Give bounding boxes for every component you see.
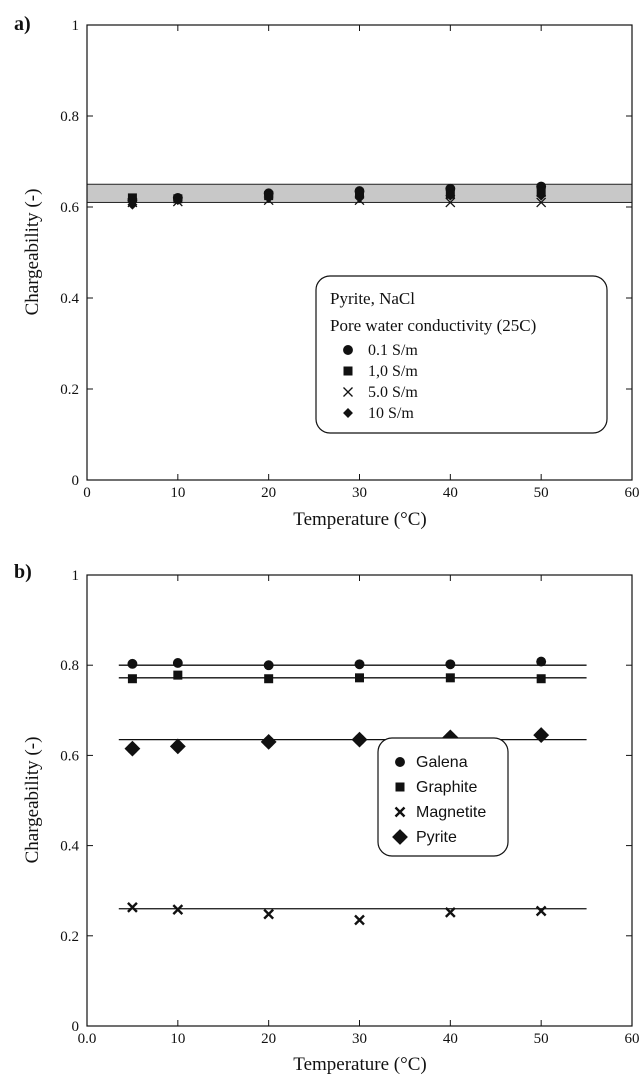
panel-b-point-graphite xyxy=(355,673,364,683)
panel-a-legend-marker-10-s-m xyxy=(343,408,353,418)
panel-b-point-galena xyxy=(536,656,547,667)
y-tick-label: 0.8 xyxy=(60,658,79,674)
panel-b-legend: Galena Graphite Magnetite Pyrite xyxy=(377,737,509,857)
panel-b-legend-label-magnetite: Magnetite xyxy=(416,804,486,821)
panel-b-label: b) xyxy=(14,561,32,583)
x-tick-label: 40 xyxy=(443,1031,458,1047)
panel-a-legend-title-2: Pore water conductivity (25C) xyxy=(330,316,536,335)
panel-b-points xyxy=(124,656,550,926)
panel-b-point-pyrite xyxy=(351,731,368,748)
panel-a-point-10-s-m xyxy=(263,192,274,203)
panel-a-point-10-s-m xyxy=(445,190,456,201)
x-tick-label: 20 xyxy=(261,1031,276,1047)
panel-b-legend-label-graphite: Graphite xyxy=(416,779,477,796)
panel-a-legend-label-5-0-s-m: 5.0 S/m xyxy=(368,384,418,401)
panel-a-point-10-s-m xyxy=(172,195,183,206)
panel-b-point-graphite xyxy=(264,674,274,684)
panel-b-legend-label-galena: Galena xyxy=(416,754,468,771)
panel-b-x-axis-label: Temperature (°C) xyxy=(293,1054,426,1075)
panel-a-y-axis-label: Chargeability (-) xyxy=(22,189,43,316)
panel-a-legend-marker-5-0-s-m xyxy=(343,387,353,397)
panel-b-ticks: 0.0 10 20 30 40 50 60 0 0.2 0.4 0.6 0.8 1 xyxy=(60,568,639,1047)
panel-a-label: a) xyxy=(14,13,31,35)
panel-a-legend-box xyxy=(315,275,608,434)
panel-b-y-axis-label: Chargeability (-) xyxy=(22,737,43,864)
panel-b-point-magnetite xyxy=(127,902,138,913)
panel-b-point-magnetite xyxy=(172,904,184,915)
panel-b-point-pyrite xyxy=(533,727,550,744)
panel-b-point-graphite xyxy=(173,670,183,680)
panel-b-point-magnetite xyxy=(263,908,275,920)
panel-a-legend-title-1: Pyrite, NaCl xyxy=(330,289,415,308)
y-tick-label: 0.6 xyxy=(60,200,79,216)
panel-b-point-galena xyxy=(172,657,183,668)
panel-a-point-5-0-s-m xyxy=(536,197,547,208)
panel-a-legend-label-0-1-s-m: 0.1 S/m xyxy=(368,342,418,359)
panel-a-point-10-s-m xyxy=(354,192,365,203)
panel-b-legend-label-pyrite: Pyrite xyxy=(416,829,457,846)
panel-a-legend-entries: 0.1 S/m 1,0 S/m 5.0 S/m 10 S/m xyxy=(343,342,418,422)
panel-a-legend-label-1-0-s-m: 1,0 S/m xyxy=(368,363,418,380)
panel-b-point-magnetite xyxy=(354,914,365,926)
panel-b-point-galena xyxy=(354,659,365,670)
panel-a-point-10-s-m xyxy=(536,190,547,201)
panel-b-legend-marker-galena xyxy=(395,757,405,767)
x-tick-label: 10 xyxy=(170,1031,185,1047)
panel-a: a) 0 10 20 30 40 50 60 0 0.2 0.4 0.6 0.8 1 Temperatu… xyxy=(14,13,640,530)
x-tick-label: 30 xyxy=(352,1031,367,1047)
panel-a-x-axis-label: Temperature (°C) xyxy=(293,509,426,530)
x-tick-label: 30 xyxy=(352,485,367,501)
panel-b-legend-marker-pyrite xyxy=(392,829,408,845)
x-tick-label: 60 xyxy=(625,485,640,501)
panel-b-point-pyrite xyxy=(260,733,277,750)
y-tick-label: 0.6 xyxy=(60,748,79,764)
panel-b-point-graphite xyxy=(127,674,137,684)
y-tick-label: 0.2 xyxy=(60,929,79,945)
panel-b-point-graphite xyxy=(445,673,455,683)
panel-b-point-galena xyxy=(263,660,274,671)
panel-b-point-pyrite xyxy=(124,740,141,757)
y-tick-label: 1 xyxy=(72,18,80,34)
y-tick-label: 0 xyxy=(72,1019,80,1035)
y-tick-label: 1 xyxy=(72,568,80,584)
panel-b-plot-frame xyxy=(86,574,633,1027)
y-tick-label: 0.4 xyxy=(60,839,79,855)
panel-b-legend-marker-graphite xyxy=(395,782,405,792)
panel-b-point-magnetite xyxy=(444,906,456,918)
x-tick-label: 20 xyxy=(261,485,276,501)
x-tick-label: 0 xyxy=(83,485,91,501)
panel-b-legend-box xyxy=(377,737,509,857)
panel-b: b) 0.0 10 20 30 40 50 60 0 0.2 0.4 0.6 0.8 1 Tempera… xyxy=(14,561,640,1075)
x-tick-label: 50 xyxy=(534,1031,549,1047)
panel-b-point-graphite xyxy=(536,674,546,684)
panel-a-legend-marker-0-1-s-m xyxy=(343,345,353,355)
panel-b-point-pyrite xyxy=(169,738,186,755)
panel-b-legend-marker-magnetite xyxy=(394,806,406,818)
panel-b-point-magnetite xyxy=(535,905,547,917)
y-tick-label: 0.2 xyxy=(60,382,79,398)
x-tick-label: 0.0 xyxy=(78,1031,97,1047)
y-tick-label: 0.8 xyxy=(60,109,79,125)
panel-a-legend: Pyrite, NaCl Pore water conductivity (25… xyxy=(315,275,608,434)
panel-b-point-galena xyxy=(127,658,138,669)
x-tick-label: 10 xyxy=(170,485,185,501)
y-tick-label: 0 xyxy=(72,473,80,489)
panel-a-point-1-0-s-m xyxy=(127,193,137,203)
panel-b-legend-entries: Galena Graphite Magnetite Pyrite xyxy=(392,754,486,846)
panel-a-legend-marker-1-0-s-m xyxy=(343,366,353,376)
x-tick-label: 60 xyxy=(625,1031,640,1047)
panel-b-point-galena xyxy=(445,659,456,670)
panel-a-legend-label-10-s-m: 10 S/m xyxy=(368,405,414,422)
x-tick-label: 50 xyxy=(534,485,549,501)
x-tick-label: 40 xyxy=(443,485,458,501)
panel-a-ticks: 0 10 20 30 40 50 60 0 0.2 0.4 0.6 0.8 1 xyxy=(60,18,639,501)
y-tick-label: 0.4 xyxy=(60,291,79,307)
panel-b-fit-lines xyxy=(118,664,587,910)
panel-a-points xyxy=(127,181,547,210)
panel-a-point-10-s-m xyxy=(127,199,138,210)
panel-a-point-5-0-s-m xyxy=(445,197,456,208)
